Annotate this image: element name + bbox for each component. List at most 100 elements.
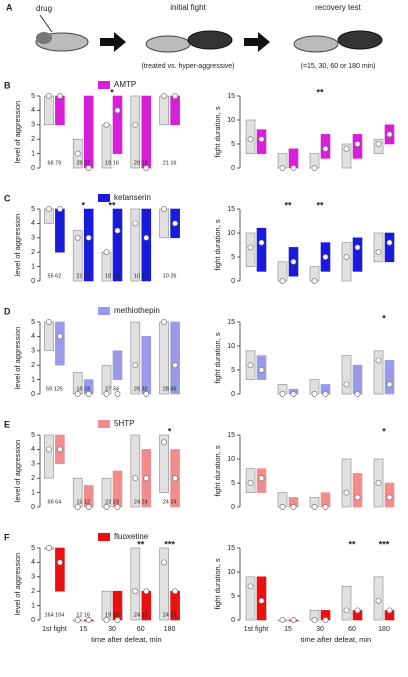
median-dot bbox=[280, 617, 285, 622]
n-label: 12 16 bbox=[76, 612, 90, 618]
x-axis-label: time after defeat, min bbox=[301, 635, 371, 644]
median-dot bbox=[248, 584, 253, 589]
median-dot bbox=[133, 363, 138, 368]
median-dot bbox=[259, 476, 264, 481]
y-tick-label: 1 bbox=[31, 489, 35, 496]
median-dot bbox=[75, 151, 80, 156]
panel-a: A drug initial fight (treated vs. hyper-… bbox=[6, 2, 382, 69]
significance: ** bbox=[316, 200, 324, 210]
median-dot bbox=[46, 319, 51, 324]
median-dot bbox=[173, 476, 178, 481]
median-dot bbox=[312, 504, 317, 509]
fly-icon bbox=[146, 36, 190, 52]
x-tick-label: 15 bbox=[79, 626, 87, 633]
median-dot bbox=[323, 617, 328, 622]
y-tick-label: 0 bbox=[31, 278, 35, 285]
y-tick-label: 5 bbox=[31, 432, 35, 439]
range-bar bbox=[55, 209, 64, 252]
x-tick-label: 30 bbox=[108, 626, 116, 633]
median-dot bbox=[280, 278, 285, 283]
n-label: 26 32 bbox=[134, 386, 148, 392]
y-tick-label: 3 bbox=[31, 574, 35, 581]
median-dot bbox=[355, 245, 360, 250]
significance: * bbox=[382, 313, 386, 323]
range-bar bbox=[84, 209, 93, 281]
median-dot bbox=[173, 221, 178, 226]
median-dot bbox=[173, 93, 178, 98]
range-bar bbox=[55, 322, 64, 365]
median-dot bbox=[344, 608, 349, 613]
panel-label: A bbox=[6, 2, 13, 12]
median-dot bbox=[323, 146, 328, 151]
median-dot bbox=[46, 93, 51, 98]
step-title: recovery test bbox=[315, 3, 362, 12]
range-bar bbox=[257, 228, 266, 271]
range-bar bbox=[160, 548, 169, 620]
median-dot bbox=[376, 598, 381, 603]
range-bar bbox=[113, 96, 122, 154]
median-dot bbox=[259, 137, 264, 142]
y-tick-label: 0 bbox=[231, 617, 235, 624]
y-tick-label: 5 bbox=[31, 206, 35, 213]
range-bar bbox=[342, 243, 351, 281]
median-dot bbox=[355, 141, 360, 146]
y-tick-label: 4 bbox=[31, 107, 35, 114]
median-dot bbox=[173, 589, 178, 594]
legend-label: methiothepin bbox=[114, 306, 160, 315]
y-tick-label: 1 bbox=[31, 602, 35, 609]
n-label: 19 19 bbox=[105, 612, 119, 618]
range-bar bbox=[55, 548, 64, 591]
y-tick-label: 1 bbox=[31, 150, 35, 157]
x-tick-label: 30 bbox=[316, 626, 324, 633]
median-dot bbox=[323, 504, 328, 509]
significance: ** bbox=[316, 87, 324, 97]
y-tick-label: 3 bbox=[31, 348, 35, 355]
y-tick-label: 0 bbox=[231, 504, 235, 511]
y-axis-label: fight duration, s bbox=[213, 106, 222, 158]
y-tick-label: 4 bbox=[31, 559, 35, 566]
range-bar bbox=[160, 322, 169, 394]
significance: * bbox=[110, 87, 114, 97]
n-label: 10 21 bbox=[134, 273, 148, 279]
median-dot bbox=[280, 504, 285, 509]
median-dot bbox=[57, 560, 62, 565]
median-dot bbox=[355, 608, 360, 613]
median-dot bbox=[291, 391, 296, 396]
panel-label: E bbox=[4, 419, 10, 429]
range-bar bbox=[113, 351, 122, 380]
y-axis-label: level of aggression bbox=[13, 327, 22, 390]
median-dot bbox=[57, 447, 62, 452]
legend-swatch bbox=[98, 420, 110, 428]
range-bar bbox=[342, 356, 351, 394]
arrow bbox=[100, 32, 126, 52]
legend-swatch bbox=[98, 81, 110, 89]
arrow bbox=[244, 32, 270, 52]
median-dot bbox=[162, 440, 167, 445]
n-label: 24 21 bbox=[163, 612, 177, 618]
legend-swatch bbox=[98, 307, 110, 315]
median-dot bbox=[46, 206, 51, 211]
fly-icon bbox=[338, 31, 382, 49]
y-tick-label: 2 bbox=[31, 249, 35, 256]
panel-label: D bbox=[4, 306, 11, 316]
legend-label: 5HTP bbox=[114, 419, 134, 428]
y-tick-label: 15 bbox=[227, 545, 235, 552]
significance: * bbox=[168, 426, 172, 436]
median-dot bbox=[376, 250, 381, 255]
median-dot bbox=[344, 490, 349, 495]
median-dot bbox=[248, 480, 253, 485]
significance: ** bbox=[137, 539, 145, 549]
x-tick-label: 60 bbox=[137, 626, 145, 633]
range-bar bbox=[131, 435, 140, 507]
panel-label: B bbox=[4, 80, 11, 90]
median-dot bbox=[259, 598, 264, 603]
step-title: initial fight bbox=[170, 3, 206, 12]
y-tick-label: 5 bbox=[231, 141, 235, 148]
y-tick-label: 0 bbox=[231, 278, 235, 285]
y-tick-label: 5 bbox=[231, 480, 235, 487]
n-label: 15 12 bbox=[76, 499, 90, 505]
n-label: 18 24 bbox=[76, 386, 90, 392]
range-bar bbox=[160, 96, 169, 125]
median-dot bbox=[75, 235, 80, 240]
legend-label: ketanserin bbox=[114, 193, 151, 202]
